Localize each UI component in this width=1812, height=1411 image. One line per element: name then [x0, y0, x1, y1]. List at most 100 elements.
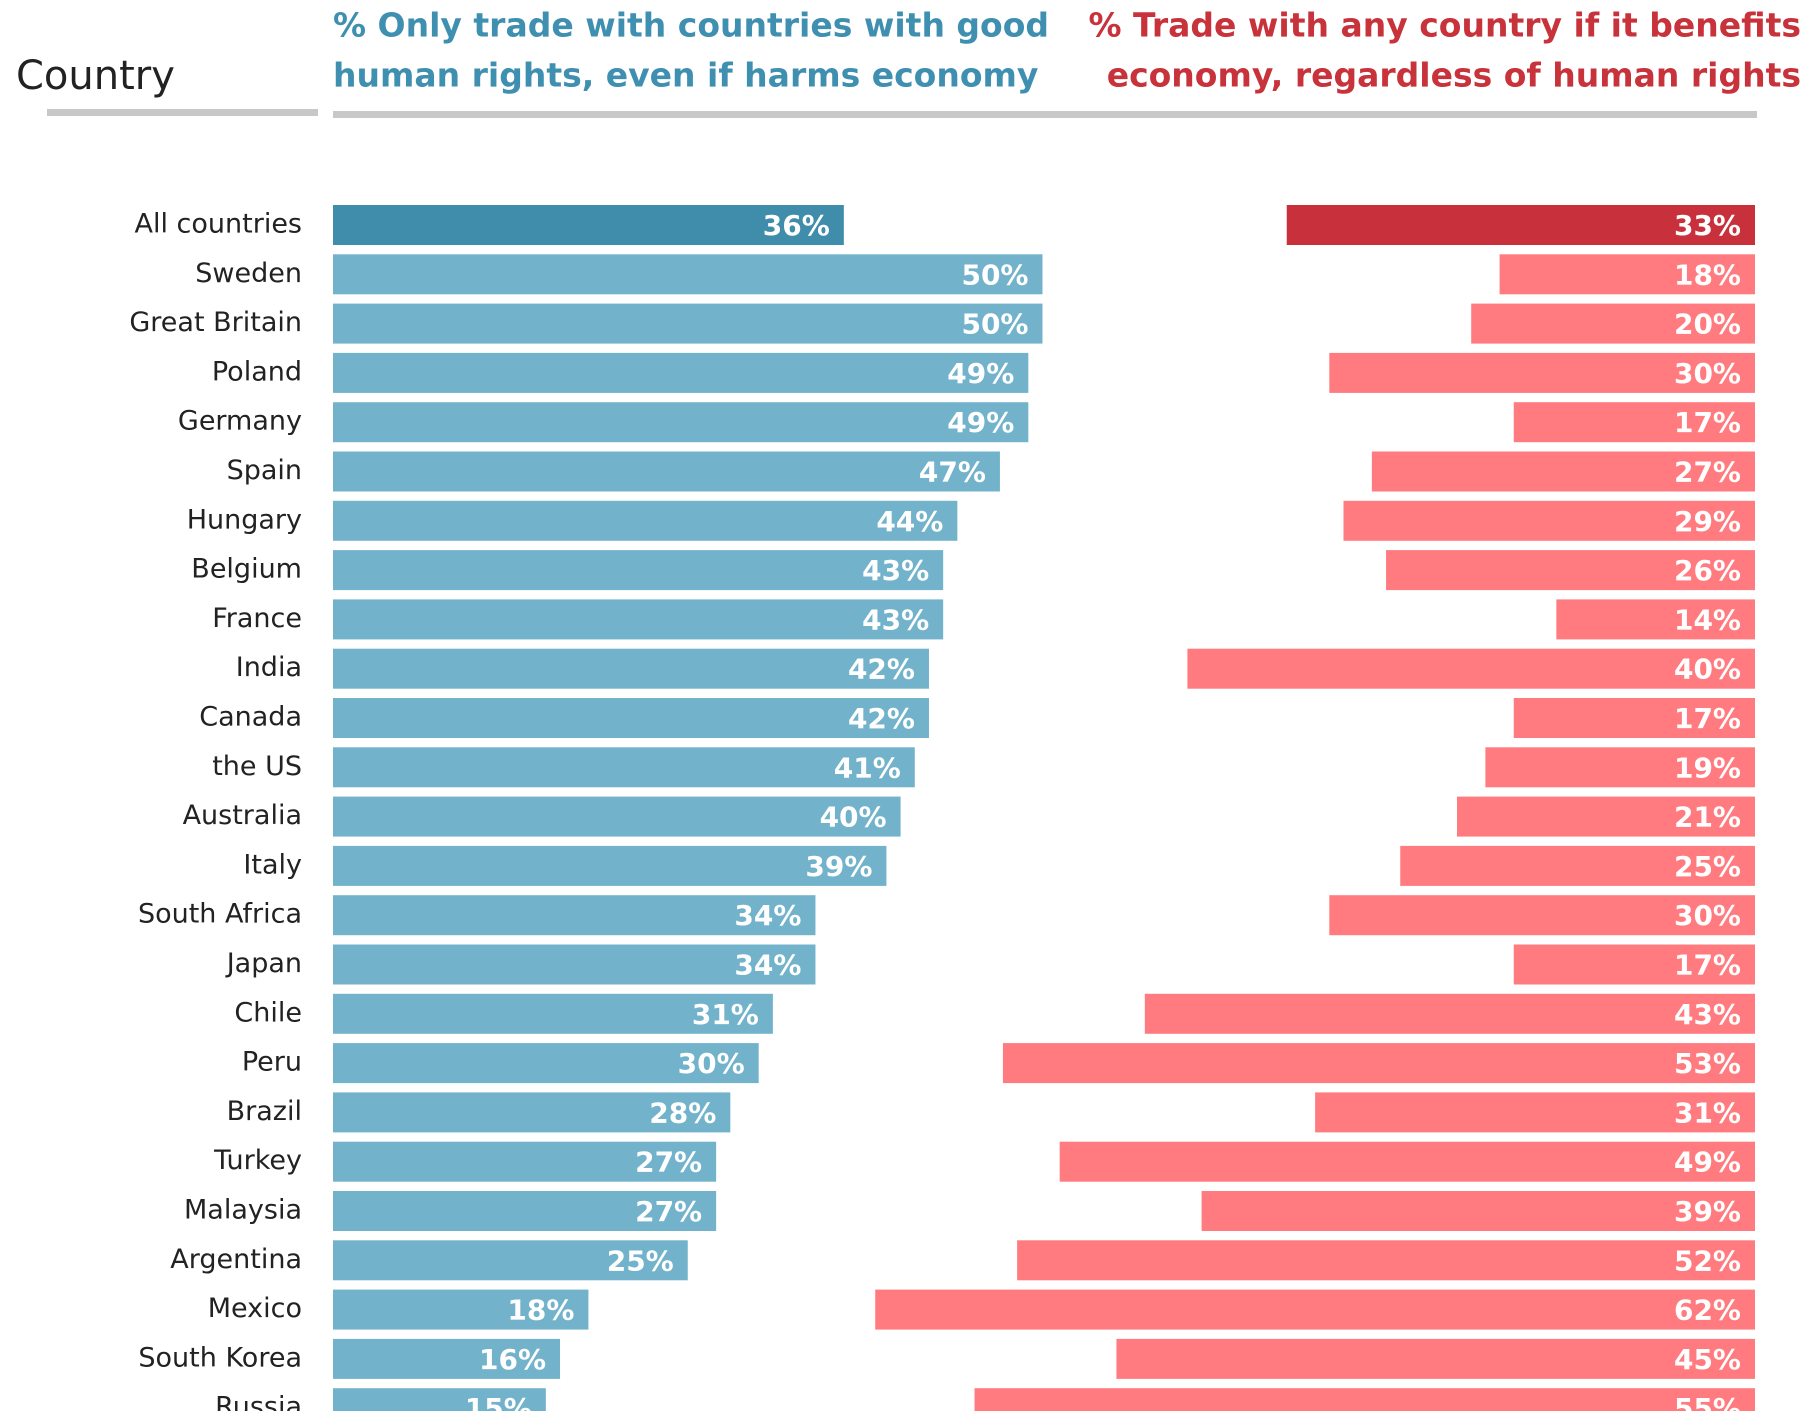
value-label: 26% — [1674, 554, 1741, 587]
bar — [1513, 944, 1755, 985]
category-label: Argentina — [170, 1244, 302, 1275]
value-label: 18% — [507, 1294, 574, 1327]
bar — [1286, 205, 1755, 245]
header-rule — [333, 111, 1757, 118]
value-label: 28% — [649, 1096, 716, 1129]
category-label: Russia — [215, 1392, 302, 1411]
value-label: 30% — [1674, 357, 1741, 390]
value-label: 39% — [805, 850, 872, 883]
value-label: 18% — [1674, 258, 1741, 291]
value-label: 25% — [1674, 850, 1741, 883]
category-label: Spain — [227, 455, 302, 486]
category-label: All countries — [134, 209, 302, 240]
bar — [875, 1289, 1755, 1330]
category-label: Malaysia — [184, 1195, 302, 1226]
bar — [1315, 1092, 1755, 1133]
value-label: 34% — [734, 949, 801, 982]
bar — [1457, 796, 1755, 837]
bar — [1116, 1338, 1755, 1379]
bar — [333, 895, 816, 936]
bar — [333, 698, 929, 738]
value-label: 49% — [947, 406, 1014, 439]
value-label: 49% — [947, 357, 1014, 390]
value-label: 27% — [635, 1146, 702, 1179]
bar — [333, 944, 816, 985]
value-label: 42% — [848, 653, 915, 686]
value-label: 40% — [820, 801, 887, 834]
bar — [333, 599, 944, 640]
bar — [1201, 1191, 1755, 1231]
value-label: 52% — [1674, 1244, 1741, 1277]
value-label: 29% — [1674, 505, 1741, 538]
value-label: 27% — [635, 1195, 702, 1228]
value-label: 34% — [734, 899, 801, 932]
bar — [1187, 648, 1755, 689]
value-label: 30% — [1674, 899, 1741, 932]
bar — [1371, 451, 1755, 492]
category-label: Great Britain — [129, 307, 302, 338]
bar — [333, 205, 844, 245]
bar — [333, 500, 958, 541]
category-label: Mexico — [208, 1293, 302, 1324]
category-label: Sweden — [195, 258, 302, 289]
bar — [333, 648, 929, 689]
category-label: Poland — [212, 356, 302, 387]
bar — [1499, 254, 1755, 295]
value-label: 31% — [692, 998, 759, 1031]
value-label: 41% — [834, 751, 901, 784]
header-rule — [47, 109, 318, 116]
category-label: Chile — [234, 997, 302, 1028]
category-header: Country — [16, 53, 175, 99]
series-header: % Trade with any country if it benefits — [1088, 6, 1801, 45]
bar — [333, 1388, 546, 1411]
bar — [1144, 993, 1755, 1034]
value-label: 49% — [1674, 1146, 1741, 1179]
value-label: 47% — [919, 456, 986, 489]
bar — [1485, 747, 1755, 788]
category-label: Australia — [183, 800, 302, 831]
value-label: 20% — [1674, 308, 1741, 341]
value-label: 55% — [1674, 1392, 1741, 1411]
bar — [1513, 698, 1755, 738]
bar — [1471, 303, 1755, 344]
series-header: economy, regardless of human rights — [1107, 56, 1801, 95]
bar — [1386, 550, 1755, 591]
bar — [333, 1043, 759, 1084]
value-label: 53% — [1674, 1047, 1741, 1080]
value-label: 50% — [961, 258, 1028, 291]
category-label: Hungary — [187, 504, 302, 535]
value-label: 50% — [961, 308, 1028, 341]
category-label: Canada — [199, 702, 302, 733]
bar — [333, 1338, 561, 1379]
bar — [333, 254, 1043, 295]
category-label: France — [212, 603, 302, 634]
category-label: India — [236, 652, 302, 683]
value-label: 39% — [1674, 1195, 1741, 1228]
bar — [333, 352, 1029, 393]
value-label: 25% — [607, 1244, 674, 1277]
value-label: 40% — [1674, 653, 1741, 686]
bar — [1017, 1240, 1755, 1281]
category-label: Turkey — [213, 1145, 302, 1176]
bar — [1002, 1043, 1755, 1084]
bar — [1329, 352, 1755, 393]
bar — [333, 1289, 589, 1330]
value-label: 19% — [1674, 751, 1741, 784]
bar — [1059, 1141, 1755, 1182]
category-label: Peru — [242, 1047, 302, 1078]
value-label: 17% — [1674, 406, 1741, 439]
value-label: 31% — [1674, 1096, 1741, 1129]
value-label: 27% — [1674, 456, 1741, 489]
bar — [333, 550, 944, 591]
value-label: 21% — [1674, 801, 1741, 834]
value-label: 17% — [1674, 949, 1741, 982]
category-label: Japan — [225, 948, 302, 979]
value-label: 30% — [678, 1047, 745, 1080]
bar — [974, 1388, 1755, 1411]
bar — [333, 451, 1000, 492]
value-label: 43% — [862, 603, 929, 636]
value-label: 33% — [1674, 209, 1741, 242]
bar — [333, 402, 1029, 443]
bar — [1400, 845, 1755, 886]
